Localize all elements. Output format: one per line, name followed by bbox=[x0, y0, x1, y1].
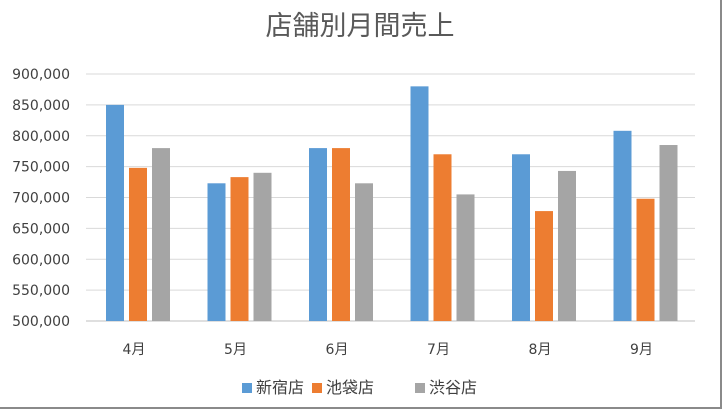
bar-1-5月 bbox=[207, 183, 226, 321]
y-tick-label: 750,000 bbox=[12, 160, 70, 176]
bar-2-7月 bbox=[433, 154, 452, 321]
y-tick-label: 900,000 bbox=[12, 67, 70, 83]
y-tick-label: 850,000 bbox=[12, 98, 70, 114]
bar-3-7月 bbox=[456, 194, 475, 321]
x-tick-label: 4月 bbox=[123, 342, 146, 358]
y-tick-label: 550,000 bbox=[12, 283, 70, 299]
legend: 新宿店 池袋店 渋谷店 bbox=[242, 378, 477, 397]
bar-3-5月 bbox=[253, 172, 272, 321]
x-tick-label: 6月 bbox=[326, 342, 349, 358]
bar-1-9月 bbox=[613, 130, 632, 321]
x-tick-label: 8月 bbox=[529, 342, 552, 358]
y-tick-label: 800,000 bbox=[12, 129, 70, 145]
chart-title: 店舗別月間売上 bbox=[266, 11, 455, 42]
gridlines bbox=[86, 73, 695, 322]
legend-swatch bbox=[415, 383, 425, 393]
legend-label: 新宿店 bbox=[256, 378, 304, 397]
y-tick-label: 700,000 bbox=[12, 191, 70, 207]
y-tick-label: 600,000 bbox=[12, 252, 70, 268]
bar-1-8月 bbox=[512, 154, 530, 321]
legend-label: 池袋店 bbox=[326, 378, 374, 397]
legend-label: 渋谷店 bbox=[429, 378, 477, 397]
x-tick-label: 7月 bbox=[427, 342, 450, 358]
y-axis-ticks: 500,000 550,000 600,000 650,000 700,000 750,0… bbox=[12, 67, 70, 330]
bar-3-9月 bbox=[659, 145, 678, 321]
y-tick-label: 650,000 bbox=[12, 221, 70, 237]
x-axis-ticks: 4月 5月 6月 7月 8月 9月 bbox=[123, 342, 653, 358]
bar-2-8月 bbox=[535, 211, 553, 321]
legend-swatch bbox=[312, 383, 322, 393]
bar-3-8月 bbox=[558, 170, 576, 321]
bar-2-5月 bbox=[230, 177, 249, 321]
bars bbox=[106, 86, 678, 321]
bar-1-4月 bbox=[106, 104, 124, 321]
legend-swatch bbox=[242, 383, 252, 393]
bar-2-9月 bbox=[636, 198, 655, 321]
bar-3-4月 bbox=[152, 148, 170, 321]
bar-2-6月 bbox=[332, 148, 350, 321]
x-tick-label: 9月 bbox=[630, 342, 653, 358]
bar-2-4月 bbox=[129, 167, 147, 321]
bar-1-6月 bbox=[309, 148, 327, 321]
bar-1-7月 bbox=[410, 86, 429, 321]
y-tick-label: 500,000 bbox=[12, 314, 70, 330]
bar-3-6月 bbox=[355, 183, 373, 321]
x-tick-label: 5月 bbox=[224, 342, 247, 358]
